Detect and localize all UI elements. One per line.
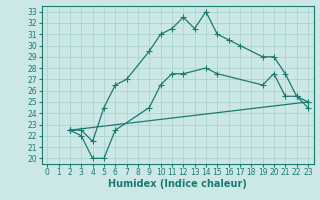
X-axis label: Humidex (Indice chaleur): Humidex (Indice chaleur) [108, 179, 247, 189]
